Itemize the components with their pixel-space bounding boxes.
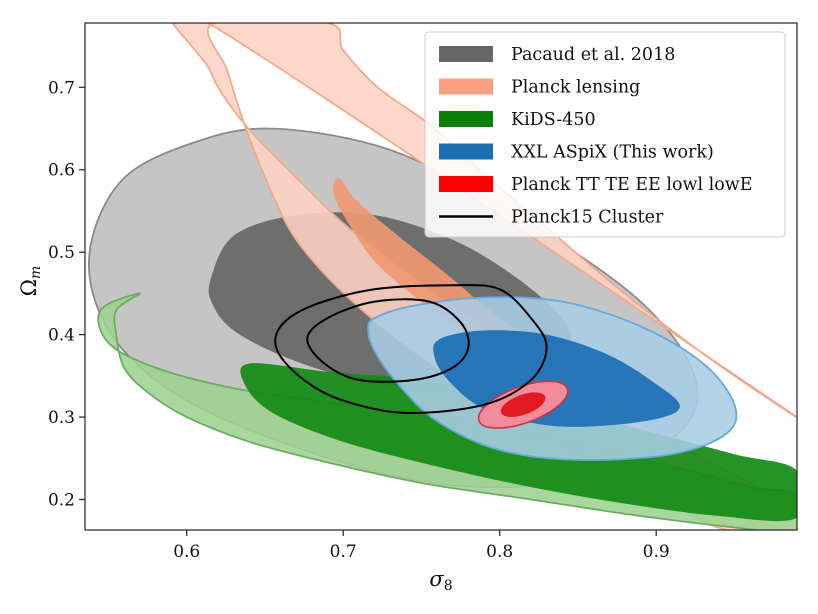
x-axis-label: σ8: [429, 567, 452, 594]
legend-swatch-planck-tt-te-ee-lowl-lowe: [439, 176, 493, 192]
x-axis: 0.6 0.7 0.8 0.9: [173, 530, 670, 562]
legend-label-xxl-aspix-this-work: XXL ASpiX (This work): [511, 143, 714, 163]
x-tick-label: 0.7: [330, 542, 357, 562]
legend-label-planck-lensing: Planck lensing: [511, 78, 640, 98]
legend: Pacaud et al. 2018 Planck lensing KiDS-450…: [424, 31, 786, 238]
contour-68-planck-tt-te-ee-lowl-lowe: [500, 392, 546, 417]
y-tick-label: 0.4: [48, 326, 75, 346]
y-tick-label: 0.2: [48, 490, 75, 510]
legend-label-pacaud-et-al-2018: Pacaud et al. 2018: [511, 45, 675, 65]
y-tick-label: 0.7: [48, 78, 75, 98]
legend-swatch-pacaud-et-al-2018: [439, 46, 493, 62]
x-tick-label: 0.8: [486, 542, 513, 562]
plot-area: [88, 23, 797, 530]
y-axis: 0.2 0.3 0.4 0.5 0.6 0.7: [48, 78, 85, 510]
legend-box: [424, 31, 786, 238]
x-tick-label: 0.6: [173, 542, 200, 562]
series-planck-tt-te-ee-lowl-lowe: [477, 380, 569, 429]
y-axis-label: Ωm: [17, 266, 44, 297]
legend-swatch-kids-450: [439, 111, 493, 127]
legend-swatch-xxl-aspix-this-work: [439, 143, 493, 160]
plot-frame: [84, 22, 798, 531]
series-xxl-aspix-this-work: [367, 296, 738, 461]
legend-label-planck-tt-te-ee-lowl-lowe: Planck TT TE EE lowl lowE: [511, 175, 753, 195]
x-tick-label: 0.9: [643, 542, 670, 562]
contour-95-planck15-cluster: [274, 284, 548, 414]
y-tick-label: 0.3: [48, 408, 75, 428]
y-tick-label: 0.5: [48, 243, 75, 263]
contour-68-planck15-cluster: [306, 298, 470, 383]
legend-swatch-planck-lensing: [439, 78, 493, 95]
legend-label-kids-450: KiDS-450: [511, 110, 596, 130]
series-planck15-cluster: [274, 284, 548, 414]
legend-label-planck15-cluster: Planck15 Cluster: [511, 208, 664, 228]
y-tick-label: 0.6: [48, 161, 75, 181]
